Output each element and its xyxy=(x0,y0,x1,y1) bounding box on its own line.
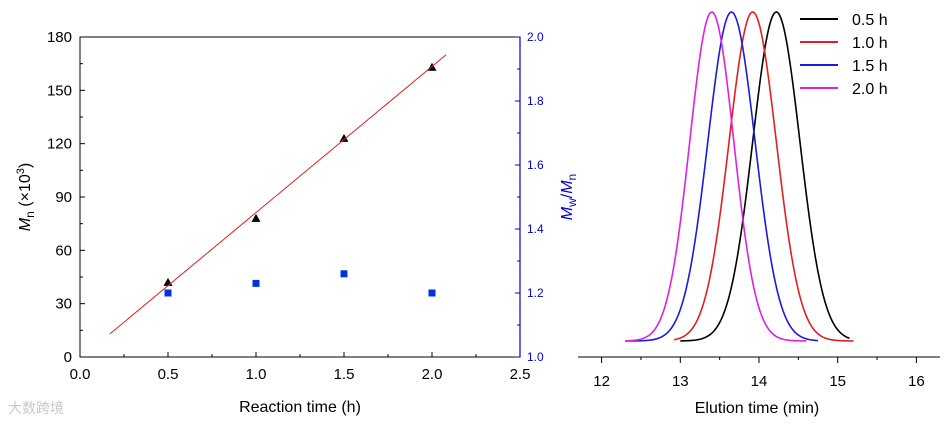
sec-curves xyxy=(625,11,854,342)
sec-x-tick-label-4: 16 xyxy=(908,373,925,390)
pdi-point-3 xyxy=(428,289,436,297)
sec-x-tick-label-1: 13 xyxy=(672,373,689,390)
y-tick-label-3: 90 xyxy=(55,189,72,206)
x-tick-label-0: 0.0 xyxy=(70,366,91,383)
left-x-ticks: 0.0 0.5 1.0 1.5 2.0 2.5 xyxy=(70,352,531,383)
y2-tick-label-1: 1.2 xyxy=(527,286,544,300)
mn-point-0 xyxy=(163,277,173,286)
y-tick-label-1: 30 xyxy=(55,296,72,313)
sec-chart: 12 13 14 15 16 0.5 h 1.0 h 1.5 h 2.0 h Elution … xyxy=(578,11,940,417)
mn-point-1 xyxy=(251,213,261,222)
x-tick-label-3: 1.5 xyxy=(334,366,355,383)
x-tick-label-5: 2.5 xyxy=(510,366,531,383)
y2-tick-label-2: 1.4 xyxy=(527,222,544,236)
fit-line xyxy=(109,54,447,335)
watermark: 大数跨境 xyxy=(8,401,64,417)
left-marks xyxy=(109,54,447,335)
legend-label-2: 1.5 h xyxy=(852,58,888,75)
pdi-point-0 xyxy=(164,289,172,297)
mn-point-2 xyxy=(339,133,349,142)
legend-label-1: 1.0 h xyxy=(852,35,888,52)
legend: 0.5 h 1.0 h 1.5 h 2.0 h xyxy=(800,12,888,98)
y-tick-label-6: 180 xyxy=(47,29,72,46)
right-x-axis-label: Elution time (min) xyxy=(695,400,819,417)
y2-tick-label-5: 2.0 xyxy=(527,30,544,44)
legend-label-3: 2.0 h xyxy=(852,81,888,98)
y-tick-label-5: 150 xyxy=(47,82,72,99)
right-y-ticks: 1.0 1.2 1.4 1.6 1.8 2.0 xyxy=(515,30,544,364)
sec-curve-0 xyxy=(680,11,850,342)
left-plot-frame xyxy=(79,36,521,358)
right-y-axis-label: Mw/Mn xyxy=(559,174,579,220)
pdi-point-1 xyxy=(252,279,260,287)
y2-tick-label-4: 1.8 xyxy=(527,94,544,108)
y2-tick-label-3: 1.6 xyxy=(527,158,544,172)
x-tick-label-4: 2.0 xyxy=(422,366,443,383)
y-tick-label-2: 60 xyxy=(55,242,72,259)
legend-label-0: 0.5 h xyxy=(852,12,888,29)
pdi-point-2 xyxy=(340,270,348,278)
sec-x-tick-label-2: 14 xyxy=(751,373,768,390)
y-tick-label-0: 0 xyxy=(64,349,72,366)
sec-curve-3 xyxy=(625,11,807,342)
left-y-axis-label: Mn (×103) xyxy=(15,163,37,231)
sec-x-tick-label-3: 15 xyxy=(829,373,846,390)
sec-curve-1 xyxy=(673,11,854,342)
y2-tick-label-0: 1.0 xyxy=(527,350,544,364)
left-y-ticks: 0 30 60 90 120 150 180 xyxy=(47,29,85,366)
sec-x-tick-label-0: 12 xyxy=(593,373,610,390)
right-x-ticks: 12 13 14 15 16 xyxy=(593,357,925,390)
x-tick-label-1: 0.5 xyxy=(158,366,179,383)
x-tick-label-2: 1.0 xyxy=(246,366,267,383)
y-tick-label-4: 120 xyxy=(47,136,72,153)
left-x-axis-label: Reaction time (h) xyxy=(239,399,361,416)
